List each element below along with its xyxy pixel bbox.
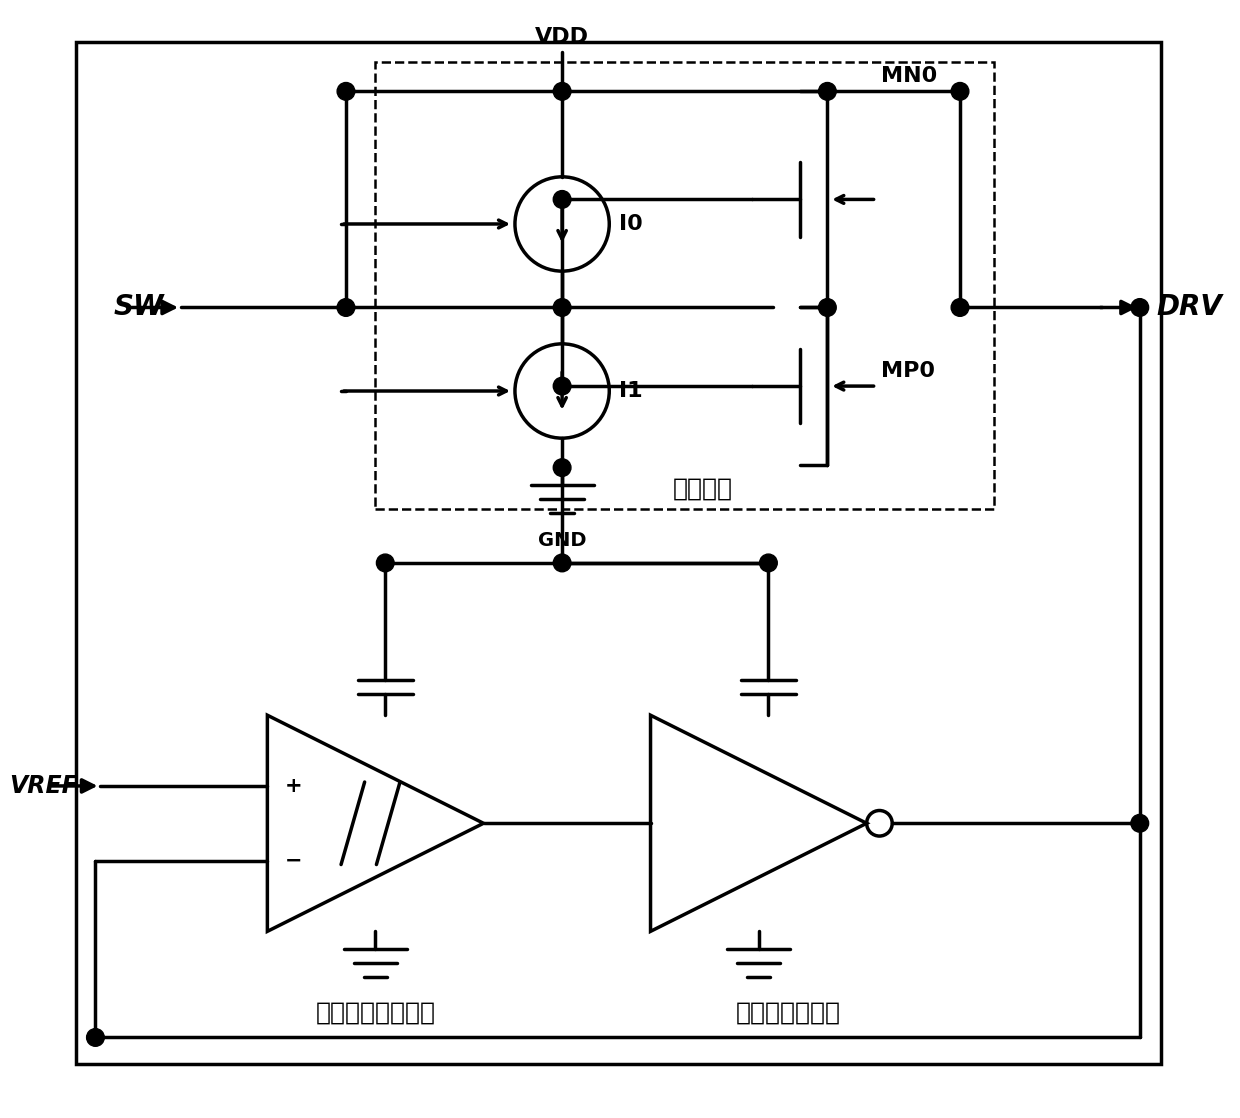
- Circle shape: [553, 377, 570, 395]
- Text: I0: I0: [619, 214, 642, 234]
- Text: MP0: MP0: [882, 361, 935, 381]
- Circle shape: [1131, 299, 1148, 316]
- Circle shape: [553, 555, 570, 571]
- Circle shape: [553, 458, 570, 476]
- Circle shape: [553, 190, 570, 208]
- Circle shape: [553, 299, 570, 316]
- Circle shape: [1131, 814, 1148, 832]
- Text: 三态补偶驱动级: 三态补偶驱动级: [735, 1001, 841, 1025]
- Text: −: −: [285, 851, 303, 871]
- Bar: [376, 61, 994, 509]
- Circle shape: [337, 83, 355, 101]
- Circle shape: [87, 1029, 104, 1046]
- Text: VREF: VREF: [9, 774, 78, 798]
- Text: 预驱动级: 预驱动级: [672, 477, 733, 501]
- Circle shape: [818, 83, 836, 101]
- Text: GND: GND: [538, 531, 587, 550]
- Bar: [76, 42, 1162, 1064]
- Circle shape: [951, 83, 968, 101]
- Text: 输出电压比较单元: 输出电压比较单元: [315, 1001, 435, 1025]
- Text: VDD: VDD: [536, 27, 589, 47]
- Circle shape: [553, 83, 570, 101]
- Circle shape: [760, 555, 777, 571]
- Circle shape: [377, 555, 394, 571]
- Text: MN0: MN0: [882, 66, 937, 86]
- Text: SW: SW: [114, 294, 164, 322]
- Text: DRV: DRV: [1157, 294, 1223, 322]
- Text: I1: I1: [619, 381, 642, 401]
- Text: +: +: [285, 776, 303, 796]
- Circle shape: [818, 299, 836, 316]
- Circle shape: [337, 299, 355, 316]
- Circle shape: [951, 299, 968, 316]
